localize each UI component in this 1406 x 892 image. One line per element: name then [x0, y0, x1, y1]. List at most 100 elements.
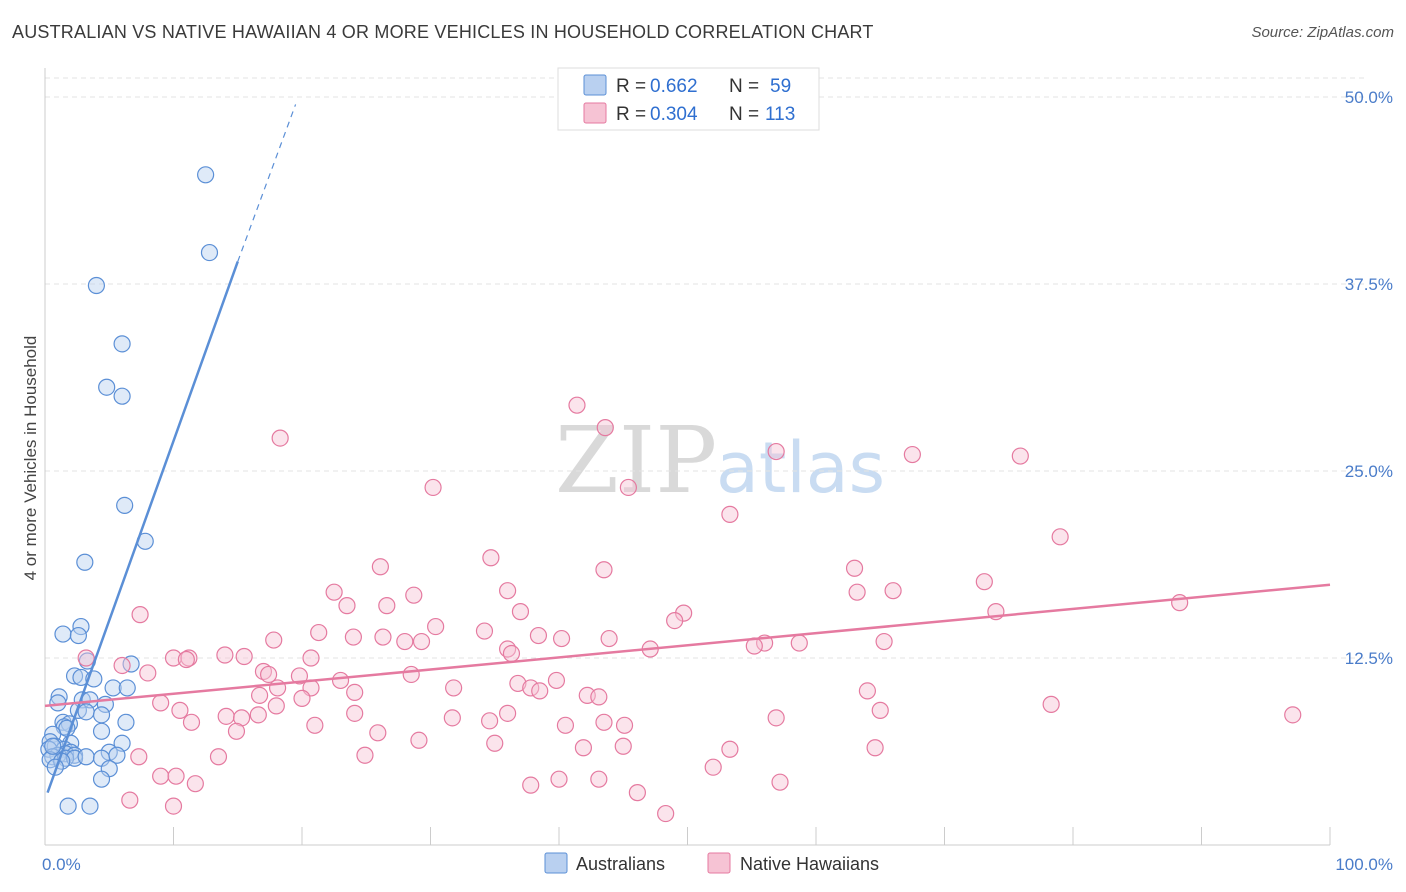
data-point [113, 656, 131, 675]
data-point [139, 664, 157, 682]
data-point [903, 445, 921, 464]
data-point [265, 631, 283, 649]
data-point [1171, 594, 1189, 612]
axes [44, 68, 1331, 846]
data-point [271, 429, 289, 447]
data-point [556, 716, 575, 734]
data-point [44, 737, 62, 755]
data-point [574, 739, 593, 757]
data-point [65, 667, 84, 685]
data-point [568, 396, 586, 414]
data-point [81, 797, 99, 815]
data-point [306, 716, 324, 734]
data-point [552, 629, 571, 648]
data-point [771, 773, 789, 791]
data-point [858, 682, 877, 700]
trend-line [44, 583, 1331, 708]
data-point [346, 704, 364, 722]
data-point [704, 758, 722, 776]
data-point [767, 442, 785, 461]
watermark-atlas: atlas [716, 427, 885, 509]
data-point [209, 748, 228, 766]
legend-n-australians: 59 [770, 76, 791, 97]
data-point [502, 644, 521, 663]
data-point [427, 617, 445, 636]
data-point [216, 646, 234, 664]
data-point [77, 748, 95, 766]
bottom-legend: Australians Native Hawaiians [544, 852, 879, 874]
data-point [845, 559, 864, 577]
data-point [522, 776, 540, 794]
data-point [595, 561, 613, 579]
data-point [499, 582, 517, 600]
data-point [267, 697, 285, 715]
legend-r-label-native-hawaiians: R = [616, 104, 646, 125]
data-point [619, 478, 637, 497]
data-point [374, 628, 392, 646]
data-point [1011, 447, 1029, 465]
data-point [104, 679, 122, 697]
x-tick-label: 0.0% [42, 855, 81, 874]
legend-n-label-australians: N = [729, 76, 759, 97]
legend-r-label-australians: R = [616, 76, 646, 97]
data-point [405, 586, 423, 604]
top-legend: R = 0.662 N = 59 R = 0.304 N = 113 [557, 67, 820, 131]
data-point [721, 740, 739, 758]
data-point [412, 632, 431, 651]
data-point [250, 686, 269, 705]
data-point [595, 713, 613, 731]
y-tick-label: 12.5% [1345, 649, 1393, 668]
data-point [338, 597, 356, 615]
legend-n-label-native-hawaiians: N = [729, 104, 759, 125]
legend-swatch-australians [583, 74, 607, 96]
data-point [443, 709, 461, 727]
data-point [1042, 695, 1060, 713]
data-point [177, 650, 195, 669]
data-point [98, 378, 116, 396]
data-point [325, 583, 343, 601]
data-point [54, 625, 72, 643]
watermark-zip: ZIP [555, 407, 717, 514]
y-tick-label: 37.5% [1345, 275, 1393, 294]
data-point [721, 505, 739, 523]
data-point [121, 791, 139, 809]
data-point [657, 804, 675, 823]
data-point [486, 734, 504, 752]
data-point [531, 682, 549, 700]
data-point [164, 797, 183, 815]
y-tick-label: 50.0% [1345, 88, 1393, 107]
data-point [130, 748, 148, 766]
legend-r-australians: 0.662 [650, 76, 698, 97]
chart-title: AUSTRALIAN VS NATIVE HAWAIIAN 4 OR MORE … [12, 22, 874, 42]
trend-lines [44, 104, 1331, 794]
native-hawaiians-points [77, 396, 1302, 823]
data-point [118, 679, 136, 697]
data-point [331, 671, 350, 690]
data-point [217, 707, 235, 725]
data-point [171, 701, 189, 719]
data-point [235, 647, 253, 666]
data-point [615, 716, 634, 734]
data-point [344, 628, 362, 646]
data-point [369, 724, 387, 742]
data-point [482, 549, 500, 567]
bottom-legend-australians: Australians [576, 854, 665, 874]
tick-labels: 12.5% 25.0% 37.5% 50.0% 0.0% 100.0% [42, 88, 1393, 874]
data-point [259, 665, 278, 684]
grid [45, 77, 1365, 659]
data-point [445, 679, 463, 697]
data-point [550, 770, 568, 788]
data-point [186, 775, 204, 793]
data-point [290, 667, 309, 685]
data-point [866, 739, 884, 757]
data-point [200, 243, 219, 262]
data-point [875, 632, 893, 651]
data-point [77, 649, 95, 667]
data-point [197, 166, 215, 184]
data-point [59, 797, 77, 815]
data-point [92, 770, 111, 788]
data-point [1284, 706, 1302, 724]
data-point [182, 713, 201, 731]
legend-r-native-hawaiians: 0.304 [650, 104, 698, 125]
